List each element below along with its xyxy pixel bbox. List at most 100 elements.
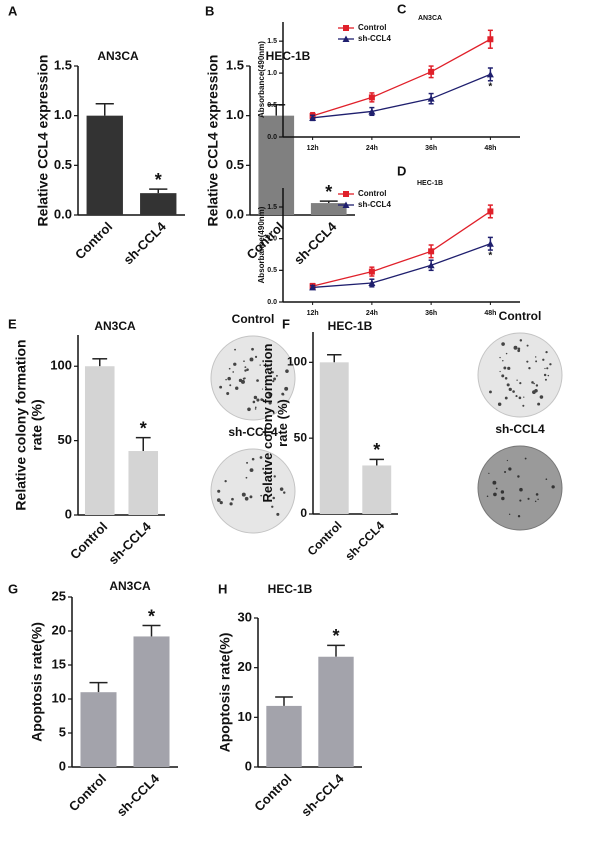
colony xyxy=(526,360,529,363)
point xyxy=(487,36,494,43)
panel-letter: D xyxy=(397,163,406,178)
bar xyxy=(86,115,123,215)
colony xyxy=(489,390,492,394)
y-tick-label: 30 xyxy=(238,609,252,624)
y-tick-label: 1.5 xyxy=(226,57,244,72)
x-tick-label: 24h xyxy=(366,145,378,152)
colony xyxy=(238,378,243,383)
colony xyxy=(253,395,258,400)
colony xyxy=(244,369,247,372)
y-tick-label: 50 xyxy=(294,430,308,444)
x-tick-label: 48h xyxy=(484,145,496,152)
x-tick-label: sh-CCL4 xyxy=(342,518,387,563)
x-tick-label: sh-CCL4 xyxy=(298,770,347,819)
error-bar xyxy=(135,436,151,452)
error-bar xyxy=(275,696,293,706)
colony xyxy=(271,505,274,508)
bar xyxy=(258,115,295,215)
legend-label: sh-CCL4 xyxy=(358,200,391,209)
y-tick-label: 50 xyxy=(58,432,72,447)
y-tick-label: 0.0 xyxy=(267,299,277,306)
y-tick-label: 0 xyxy=(59,758,66,773)
y-axis-label: Relative colony formation xyxy=(260,343,275,502)
colony xyxy=(227,376,231,381)
colony xyxy=(251,347,254,351)
colony xyxy=(232,371,235,373)
colony xyxy=(226,392,230,396)
y-tick-label: 10 xyxy=(238,709,252,724)
y-tick-label: 20 xyxy=(238,659,252,674)
y-tick-label: 1.0 xyxy=(54,107,72,122)
colony xyxy=(519,499,522,502)
colony xyxy=(504,377,508,380)
colony xyxy=(261,388,264,390)
colony-plate xyxy=(210,448,296,534)
legend-marker xyxy=(343,191,349,197)
colony xyxy=(276,512,280,516)
panel-letter: E xyxy=(8,316,17,331)
colony xyxy=(519,487,523,492)
error-bar xyxy=(142,624,161,637)
colony xyxy=(285,369,289,373)
colony xyxy=(224,480,227,483)
significance-mark: * xyxy=(325,182,332,202)
point xyxy=(427,261,435,269)
y-tick-label: 10 xyxy=(52,690,66,705)
colony xyxy=(229,502,233,506)
point xyxy=(427,95,435,102)
colony xyxy=(251,457,255,461)
point xyxy=(428,68,435,75)
y-tick-label: 1.5 xyxy=(267,204,277,211)
colony xyxy=(545,350,548,354)
y-axis-label: Relative colony formation xyxy=(13,339,29,510)
y-tick-label: 0.5 xyxy=(267,102,277,109)
y-tick-label: 0.5 xyxy=(267,267,277,274)
point xyxy=(428,248,435,255)
colony xyxy=(252,400,256,404)
colony xyxy=(246,368,249,371)
colony xyxy=(268,401,272,405)
x-tick-label: Control xyxy=(72,219,115,262)
legend-label: sh-CCL4 xyxy=(358,34,391,43)
bar xyxy=(318,656,354,767)
colony xyxy=(493,492,497,497)
significance-mark: * xyxy=(140,418,147,438)
y-tick-label: 1.0 xyxy=(267,236,277,243)
y-axis-label: Relative CCL4 expression xyxy=(35,55,51,227)
colony xyxy=(217,489,221,493)
y-tick-label: 0 xyxy=(65,506,72,521)
colony xyxy=(488,472,490,474)
panel-letter: G xyxy=(8,581,18,596)
y-tick-label: 0.5 xyxy=(226,157,244,172)
y-axis-label: Absorbance(490nm) xyxy=(257,206,266,283)
error-bar xyxy=(327,354,342,363)
colony xyxy=(522,404,525,407)
y-axis-label: Apoptosis rate(%) xyxy=(217,633,233,753)
y-tick-label: 1.0 xyxy=(267,70,277,77)
error-bar xyxy=(369,458,384,466)
colony xyxy=(249,468,254,473)
colony xyxy=(243,360,245,363)
significance-mark: * xyxy=(155,170,162,190)
colony xyxy=(551,485,555,489)
y-axis-label: rate (%) xyxy=(29,399,45,450)
colony xyxy=(542,358,545,361)
y-tick-label: 5 xyxy=(59,724,66,739)
point xyxy=(309,283,317,291)
colony xyxy=(527,497,530,500)
y-tick-label: 100 xyxy=(287,355,307,369)
colony xyxy=(504,396,508,400)
panel-letter: A xyxy=(8,3,18,18)
chart-title: HEC-1B xyxy=(268,582,313,596)
bar xyxy=(362,465,392,514)
significance-mark: * xyxy=(488,81,492,92)
colony xyxy=(539,395,544,399)
chart-title: HEC-1B xyxy=(417,180,443,187)
y-tick-label: 25 xyxy=(52,588,66,603)
x-tick-label: Control xyxy=(66,771,109,814)
colony xyxy=(270,360,273,363)
colony xyxy=(519,382,522,385)
colony xyxy=(549,363,552,366)
colony-plate xyxy=(210,335,296,421)
error-bar xyxy=(89,681,108,693)
